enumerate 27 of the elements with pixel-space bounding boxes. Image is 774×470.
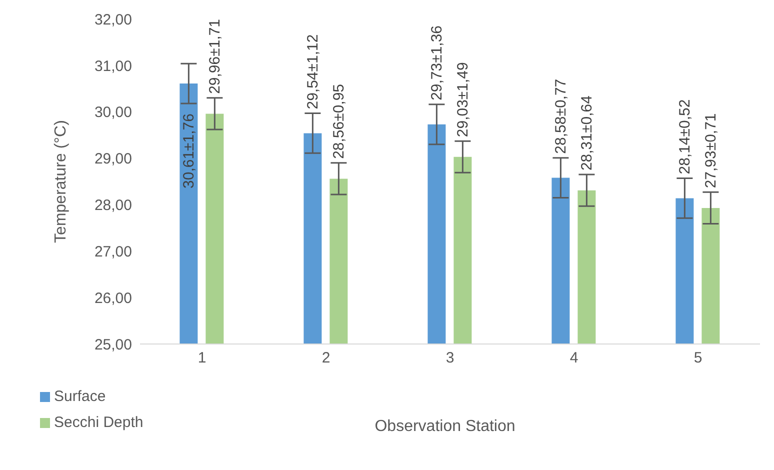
data-label: 28,14±0,52	[676, 99, 694, 174]
data-label: 28,58±0,77	[552, 78, 570, 154]
legend-label: Secchi Depth	[54, 414, 144, 431]
y-tick-label: 27,00	[94, 243, 132, 260]
legend-label: Surface	[54, 388, 106, 405]
data-label: 29,54±1,12	[304, 34, 322, 110]
x-tick-label: 2	[322, 350, 330, 367]
x-tick-label: 4	[570, 350, 578, 367]
data-label: 30,61±1,76	[180, 114, 198, 188]
data-label: 28,56±0,95	[330, 84, 348, 159]
y-tick-label: 30,00	[94, 104, 132, 122]
y-tick-label: 29,00	[94, 150, 132, 168]
data-label: 29,96±1,71	[206, 18, 224, 94]
data-label: 27,93±0,71	[702, 113, 720, 188]
y-axis-title: Temperature (°C)	[52, 120, 70, 243]
y-tick-label: 28,00	[94, 197, 132, 214]
data-label: 28,31±0,64	[578, 96, 596, 171]
data-label: 29,73±1,36	[428, 25, 446, 100]
y-tick-label: 26,00	[94, 290, 132, 307]
x-tick-label: 5	[694, 350, 702, 367]
x-axis-title: Observation Station	[374, 418, 516, 435]
y-tick-label: 31,00	[94, 58, 132, 75]
y-tick-label: 25,00	[94, 336, 132, 354]
data-label: 29,03±1,49	[454, 62, 472, 138]
x-tick-label: 3	[446, 350, 454, 367]
x-tick-label: 1	[198, 350, 206, 367]
y-tick-label: 32,00	[94, 11, 132, 28]
